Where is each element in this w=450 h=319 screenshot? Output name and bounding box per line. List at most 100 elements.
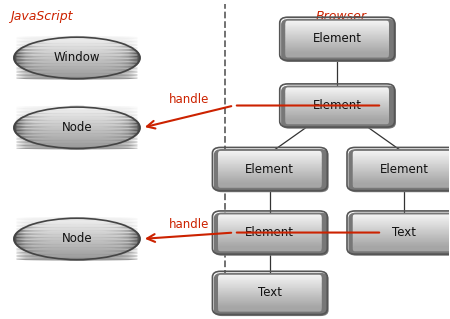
- FancyBboxPatch shape: [286, 42, 389, 47]
- FancyBboxPatch shape: [218, 229, 321, 234]
- Ellipse shape: [16, 220, 138, 222]
- Ellipse shape: [16, 41, 138, 42]
- FancyBboxPatch shape: [286, 108, 389, 114]
- FancyBboxPatch shape: [214, 273, 328, 316]
- FancyBboxPatch shape: [218, 182, 321, 186]
- FancyBboxPatch shape: [353, 183, 450, 188]
- FancyBboxPatch shape: [286, 93, 389, 98]
- Ellipse shape: [16, 78, 138, 79]
- Text: Element: Element: [245, 162, 294, 175]
- FancyBboxPatch shape: [353, 171, 450, 176]
- Ellipse shape: [16, 36, 138, 38]
- FancyBboxPatch shape: [214, 149, 328, 192]
- FancyBboxPatch shape: [348, 212, 450, 256]
- FancyBboxPatch shape: [353, 238, 450, 243]
- FancyBboxPatch shape: [286, 114, 389, 119]
- FancyBboxPatch shape: [218, 156, 321, 161]
- FancyBboxPatch shape: [353, 172, 450, 177]
- Ellipse shape: [16, 147, 138, 149]
- Ellipse shape: [16, 113, 138, 115]
- Ellipse shape: [16, 140, 138, 142]
- FancyBboxPatch shape: [286, 23, 389, 28]
- FancyBboxPatch shape: [353, 180, 450, 185]
- FancyBboxPatch shape: [353, 219, 450, 224]
- Text: handle: handle: [169, 218, 209, 231]
- FancyBboxPatch shape: [218, 295, 321, 300]
- FancyBboxPatch shape: [353, 237, 450, 242]
- FancyBboxPatch shape: [286, 51, 389, 56]
- Ellipse shape: [16, 253, 138, 255]
- Ellipse shape: [16, 127, 138, 130]
- FancyBboxPatch shape: [218, 222, 321, 227]
- FancyBboxPatch shape: [218, 158, 321, 163]
- FancyBboxPatch shape: [218, 300, 321, 305]
- FancyBboxPatch shape: [353, 229, 450, 234]
- FancyBboxPatch shape: [286, 35, 389, 40]
- FancyBboxPatch shape: [218, 283, 321, 288]
- FancyBboxPatch shape: [286, 87, 389, 93]
- FancyBboxPatch shape: [286, 46, 389, 51]
- FancyBboxPatch shape: [286, 111, 389, 116]
- FancyBboxPatch shape: [353, 214, 450, 219]
- FancyBboxPatch shape: [353, 176, 450, 181]
- FancyBboxPatch shape: [218, 240, 321, 245]
- Ellipse shape: [16, 75, 138, 77]
- FancyBboxPatch shape: [218, 288, 321, 293]
- Text: handle: handle: [169, 93, 209, 107]
- FancyBboxPatch shape: [353, 234, 450, 239]
- Text: Browser: Browser: [316, 10, 367, 23]
- Ellipse shape: [16, 119, 138, 121]
- Ellipse shape: [16, 250, 138, 252]
- FancyBboxPatch shape: [218, 279, 321, 284]
- Ellipse shape: [16, 244, 138, 246]
- FancyBboxPatch shape: [218, 305, 321, 310]
- FancyBboxPatch shape: [353, 155, 450, 160]
- Ellipse shape: [16, 256, 138, 258]
- Ellipse shape: [16, 59, 138, 61]
- Ellipse shape: [16, 110, 138, 112]
- Ellipse shape: [16, 70, 138, 72]
- FancyBboxPatch shape: [286, 52, 389, 57]
- FancyBboxPatch shape: [286, 102, 389, 107]
- FancyBboxPatch shape: [218, 228, 321, 233]
- FancyBboxPatch shape: [218, 297, 321, 302]
- Ellipse shape: [16, 108, 138, 109]
- FancyBboxPatch shape: [286, 31, 389, 36]
- Ellipse shape: [16, 42, 138, 44]
- Ellipse shape: [16, 38, 138, 40]
- Text: Element: Element: [245, 226, 294, 239]
- Ellipse shape: [16, 139, 138, 141]
- FancyBboxPatch shape: [218, 280, 321, 285]
- FancyBboxPatch shape: [218, 278, 321, 283]
- FancyBboxPatch shape: [218, 179, 321, 184]
- FancyBboxPatch shape: [286, 33, 389, 38]
- FancyBboxPatch shape: [286, 21, 389, 26]
- FancyBboxPatch shape: [218, 166, 321, 171]
- FancyBboxPatch shape: [353, 163, 450, 168]
- Ellipse shape: [16, 251, 138, 254]
- Ellipse shape: [16, 241, 138, 243]
- Ellipse shape: [16, 129, 138, 131]
- FancyBboxPatch shape: [353, 174, 450, 179]
- FancyBboxPatch shape: [286, 100, 389, 106]
- FancyBboxPatch shape: [218, 180, 321, 185]
- FancyBboxPatch shape: [286, 105, 389, 110]
- Ellipse shape: [16, 112, 138, 114]
- FancyBboxPatch shape: [286, 94, 389, 99]
- Ellipse shape: [13, 36, 141, 80]
- FancyBboxPatch shape: [286, 107, 389, 112]
- Ellipse shape: [16, 130, 138, 132]
- FancyBboxPatch shape: [286, 29, 389, 34]
- FancyBboxPatch shape: [353, 158, 450, 163]
- Ellipse shape: [16, 60, 138, 63]
- Ellipse shape: [16, 240, 138, 242]
- FancyBboxPatch shape: [353, 240, 450, 245]
- Ellipse shape: [16, 224, 138, 226]
- Ellipse shape: [16, 132, 138, 134]
- FancyBboxPatch shape: [286, 50, 389, 55]
- Text: Window: Window: [54, 51, 100, 64]
- FancyBboxPatch shape: [353, 217, 450, 222]
- FancyBboxPatch shape: [353, 166, 450, 171]
- FancyBboxPatch shape: [218, 301, 321, 306]
- Ellipse shape: [16, 55, 138, 57]
